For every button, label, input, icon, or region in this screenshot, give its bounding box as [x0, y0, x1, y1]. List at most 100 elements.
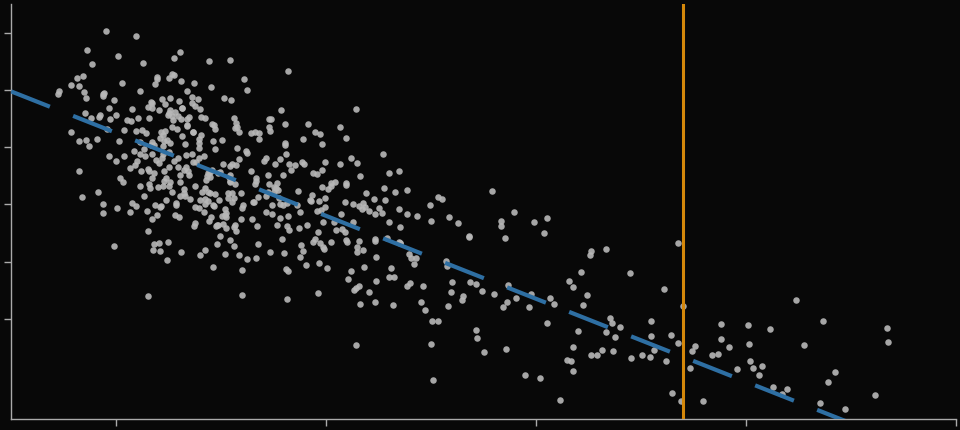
Point — [274, 236, 289, 243]
Point — [129, 32, 144, 39]
Point — [101, 153, 116, 160]
Point — [252, 130, 267, 137]
Point — [74, 194, 89, 201]
Point — [815, 317, 830, 324]
Point — [153, 248, 168, 255]
Point — [191, 154, 206, 161]
Point — [812, 400, 828, 407]
Point — [310, 290, 325, 297]
Point — [160, 112, 176, 119]
Point — [296, 161, 311, 168]
Point — [387, 188, 402, 195]
Point — [743, 358, 758, 365]
Point — [295, 159, 310, 166]
Point — [326, 218, 342, 225]
Point — [469, 335, 485, 341]
Point — [564, 358, 579, 365]
Point — [161, 110, 177, 117]
Point — [173, 172, 188, 179]
Point — [292, 254, 307, 261]
Point — [414, 299, 429, 306]
Point — [634, 351, 649, 358]
Point — [172, 213, 187, 220]
Point — [231, 252, 247, 258]
Point — [674, 398, 689, 405]
Point — [305, 169, 321, 176]
Point — [392, 240, 407, 247]
Point — [164, 124, 180, 131]
Point — [156, 131, 171, 138]
Point — [623, 355, 638, 362]
Point — [179, 152, 194, 159]
Point — [96, 209, 111, 216]
Point — [277, 140, 293, 147]
Point — [223, 178, 238, 184]
Point — [228, 227, 244, 234]
Point — [643, 317, 659, 324]
Point — [438, 258, 453, 264]
Point — [821, 378, 836, 385]
Point — [493, 223, 509, 230]
Point — [171, 112, 186, 119]
Point — [584, 352, 599, 359]
Point — [234, 205, 250, 212]
Point — [280, 68, 296, 74]
Point — [663, 331, 679, 338]
Point — [210, 221, 226, 228]
Point — [250, 240, 265, 247]
Point — [403, 254, 419, 261]
Point — [392, 224, 407, 230]
Point — [622, 269, 637, 276]
Point — [249, 222, 264, 229]
Point — [202, 169, 217, 176]
Point — [142, 184, 157, 191]
Point — [147, 241, 162, 248]
Point — [575, 301, 590, 308]
Point — [168, 200, 183, 206]
Point — [670, 339, 685, 346]
Point — [204, 121, 220, 128]
Point — [174, 77, 189, 84]
Point — [127, 162, 142, 169]
Point — [140, 227, 156, 234]
Point — [156, 138, 172, 144]
Point — [147, 169, 162, 176]
Point — [774, 391, 789, 398]
Point — [300, 121, 316, 128]
Point — [416, 282, 431, 289]
Point — [229, 144, 245, 151]
Point — [170, 163, 185, 170]
Point — [150, 74, 165, 80]
Point — [315, 166, 330, 173]
Point — [216, 95, 231, 101]
Point — [493, 218, 509, 224]
Point — [268, 160, 283, 167]
Point — [123, 165, 138, 172]
Point — [228, 124, 243, 131]
Point — [193, 113, 208, 120]
Point — [239, 150, 254, 157]
Point — [193, 132, 208, 138]
Point — [417, 306, 432, 313]
Point — [156, 143, 171, 150]
Point — [212, 233, 228, 240]
Point — [542, 294, 558, 301]
Point — [201, 170, 216, 177]
Point — [730, 365, 745, 372]
Point — [162, 178, 178, 185]
Point — [374, 210, 390, 217]
Point — [343, 267, 358, 274]
Point — [605, 348, 620, 355]
Point — [361, 208, 376, 215]
Point — [222, 179, 237, 186]
Point — [299, 221, 314, 228]
Point — [107, 242, 122, 249]
Point — [202, 218, 217, 224]
Point — [299, 261, 314, 268]
Point — [209, 241, 225, 248]
Point — [468, 280, 484, 287]
Point — [157, 175, 173, 182]
Point — [341, 276, 356, 283]
Point — [272, 200, 287, 207]
Point — [186, 222, 202, 229]
